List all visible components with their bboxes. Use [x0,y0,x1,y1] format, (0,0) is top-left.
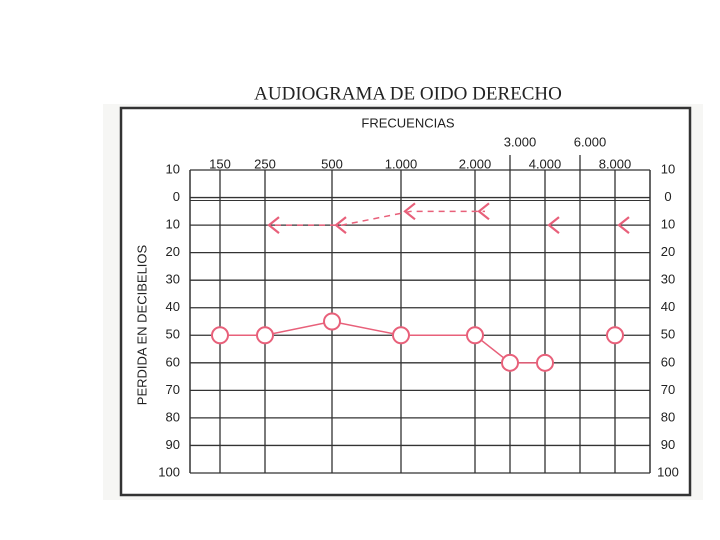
y2-tick-label: 30 [661,272,675,287]
y-tick-label: 70 [166,382,180,397]
y-tick-label: 80 [166,409,180,424]
y-tick-label: 100 [158,464,180,479]
marker-circle [256,326,274,345]
y-tick-label: 60 [166,354,180,369]
marker-circle [606,326,624,345]
x-tick-label: 500 [321,156,343,171]
y2-tick-label: 20 [661,244,675,259]
marker-circle [211,326,229,345]
y2-tick-label: 100 [657,464,679,479]
marker-arrow [477,202,490,221]
y2-tick-label: 90 [661,437,675,452]
marker-arrow [403,202,416,221]
y2-tick-label: 70 [661,382,675,397]
y-tick-label: 90 [166,437,180,452]
y-tick-label: 0 [173,189,180,204]
y-tick-label: 30 [166,272,180,287]
marker-arrow [617,216,630,234]
series-line [275,210,485,226]
marker-circle [466,326,484,345]
x-tick-label: 8.000 [599,156,632,171]
x-tick-label: 1.000 [385,156,418,171]
y-tick-label: 50 [166,327,180,342]
x-tick-label: 3.000 [504,134,537,149]
x-tick-label: 150 [209,156,231,171]
y2-tick-label: 80 [661,409,675,424]
x-tick-label: 4.000 [529,156,562,171]
marker-circle [392,326,410,345]
y2-tick-label: 60 [661,354,675,369]
y-tick-label: 10 [166,217,180,232]
y2-tick-label: 0 [664,189,671,204]
y2-tick-label: 50 [661,327,675,342]
y-tick-label: 40 [166,299,180,314]
y2-tick-label: 10 [661,217,675,232]
y2-tick-label: 10 [661,161,675,176]
x-axis-title: FRECUENCIAS [361,115,455,130]
y-tick-label: 10 [166,161,180,176]
frame [119,106,692,497]
y-axis-title: PERDIDA EN DECIBELIOS [134,244,149,405]
marker-arrow [547,216,560,234]
marker-arrow [334,216,347,234]
chart-title: AUDIOGRAMA DE OIDO DERECHO [254,83,562,104]
x-tick-label: 6.000 [574,134,607,149]
y-tick-label: 20 [166,244,180,259]
marker-circle [323,312,341,331]
marker-circle [536,353,554,372]
marker-arrow [267,216,280,234]
x-tick-label: 250 [254,156,276,171]
x-tick-label: 2.000 [459,156,492,171]
y2-tick-label: 40 [661,299,675,314]
marker-circle [501,353,519,372]
